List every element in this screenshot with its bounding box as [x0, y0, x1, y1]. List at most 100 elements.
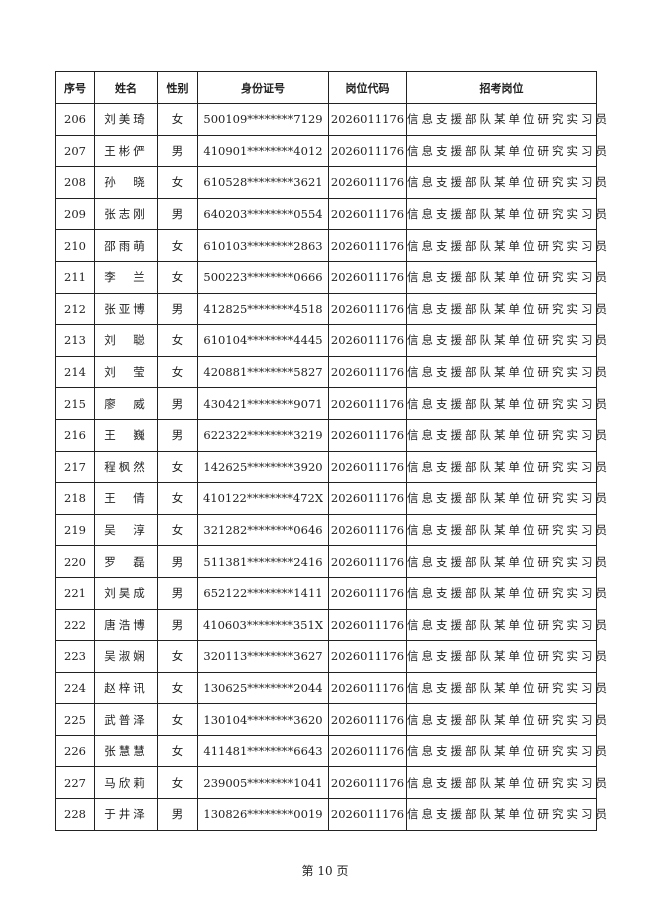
col-post-cell: 信息支援部队某单位研究实习员	[406, 703, 607, 736]
col-post-cell: 信息支援部队某单位研究实习员	[406, 418, 607, 452]
col-post-cell: 信息支援部队某单位研究实习员	[406, 387, 607, 420]
col-post-cell: 信息支援部队某单位研究实习员	[406, 355, 607, 389]
col-gender-cell: 男	[157, 418, 198, 452]
col-gender-cell: 男	[157, 292, 198, 326]
header-col-id-number: 身份证号	[197, 71, 329, 104]
col-post-code-cell: 2026011176	[328, 292, 407, 326]
col-name-cell: 刘 莹	[94, 355, 158, 389]
col-name-cell: 王彬俨	[94, 134, 158, 168]
col-gender-cell: 男	[157, 798, 198, 831]
col-id-number-cell: 130826********0019	[197, 798, 329, 831]
col-id-number-cell: 652122********1411	[197, 576, 329, 610]
table-row: 215 廖 威男 430421********9071 2026011176 信息支援部…	[55, 387, 607, 420]
col-name-cell: 赵梓讯	[94, 671, 158, 705]
col-gender-cell: 男	[157, 197, 198, 231]
col-id-number-cell: 320113********3627	[197, 640, 329, 673]
col-post-cell: 信息支援部队某单位研究实习员	[406, 545, 607, 578]
table-row: 206 刘美琦女 500109********7129 2026011176 信息支援部…	[55, 103, 607, 136]
col-post-code-cell: 2026011176	[328, 766, 407, 800]
header-col-post: 招考岗位	[406, 71, 597, 104]
col-id-number-cell: 239005********1041	[197, 766, 329, 800]
col-post-code-cell: 2026011176	[328, 734, 407, 768]
col-index-cell: 213	[55, 324, 95, 357]
col-name-cell: 罗 磊	[94, 545, 158, 578]
table-row: 214 刘 莹女 420881********5827 2026011176 信息支援部…	[55, 355, 607, 389]
col-gender-cell: 女	[157, 103, 198, 136]
table-row: 210 邵雨萌女 610103********2863 2026011176 信息支援部…	[55, 229, 607, 262]
col-id-number-cell: 410901********4012	[197, 134, 329, 168]
col-post-cell: 信息支援部队某单位研究实习员	[406, 134, 607, 168]
col-index-cell: 220	[55, 545, 95, 578]
col-id-number-cell: 412825********4518	[197, 292, 329, 326]
table-row: 225 武普泽女 130104********3620 2026011176 信息支援部…	[55, 703, 607, 736]
col-post-code-cell: 2026011176	[328, 418, 407, 452]
col-post-cell: 信息支援部队某单位研究实习员	[406, 640, 607, 673]
col-name-cell: 刘 聪	[94, 324, 158, 357]
col-post-cell: 信息支援部队某单位研究实习员	[406, 734, 607, 768]
col-id-number-cell: 430421********9071	[197, 387, 329, 420]
table-row: 222 唐浩博男 410603********351X 2026011176 信息支援部…	[55, 608, 607, 642]
col-post-code-cell: 2026011176	[328, 671, 407, 705]
col-post-code-cell: 2026011176	[328, 608, 407, 642]
col-post-cell: 信息支援部队某单位研究实习员	[406, 671, 607, 705]
page-number: 第 10 页	[301, 864, 349, 878]
col-post-code-cell: 2026011176	[328, 703, 407, 736]
col-gender-cell: 女	[157, 355, 198, 389]
col-post-code-cell: 2026011176	[328, 640, 407, 673]
col-gender-cell: 男	[157, 545, 198, 578]
candidate-table: 序号 姓名 性别 身份证号 岗位代码 招考岗位 206 刘美琦女 500109********…	[55, 71, 607, 831]
table-row: 220 罗 磊男 511381********2416 2026011176 信息支援部…	[55, 545, 607, 578]
col-post-code-cell: 2026011176	[328, 134, 407, 168]
col-name-cell: 程枫然	[94, 450, 158, 484]
col-index-cell: 218	[55, 482, 95, 515]
col-index-cell: 217	[55, 450, 95, 484]
col-id-number-cell: 130625********2044	[197, 671, 329, 705]
col-name-cell: 马欣莉	[94, 766, 158, 800]
col-post-code-cell: 2026011176	[328, 355, 407, 389]
table-row: 211 李 兰女 500223********0666 2026011176 信息支援部…	[55, 260, 607, 294]
table-row: 228 于井泽男 130826********0019 2026011176 信息支援部…	[55, 798, 607, 831]
table-row: 207 王彬俨男 410901********4012 2026011176 信息支援部…	[55, 134, 607, 168]
col-gender-cell: 女	[157, 734, 198, 768]
col-post-code-cell: 2026011176	[328, 229, 407, 262]
col-id-number-cell: 640203********0554	[197, 197, 329, 231]
col-name-cell: 李 兰	[94, 260, 158, 294]
col-post-code-cell: 2026011176	[328, 197, 407, 231]
col-index-cell: 219	[55, 513, 95, 547]
col-post-code-cell: 2026011176	[328, 545, 407, 578]
table-row: 226 张慧慧女 411481********6643 2026011176 信息支援部…	[55, 734, 607, 768]
col-name-cell: 刘昊成	[94, 576, 158, 610]
col-index-cell: 215	[55, 387, 95, 420]
col-gender-cell: 男	[157, 134, 198, 168]
col-name-cell: 张慧慧	[94, 734, 158, 768]
col-index-cell: 216	[55, 418, 95, 452]
col-post-cell: 信息支援部队某单位研究实习员	[406, 260, 607, 294]
header-col-post-code: 岗位代码	[328, 71, 407, 104]
col-post-code-cell: 2026011176	[328, 387, 407, 420]
col-name-cell: 廖 威	[94, 387, 158, 420]
table-row: 221 刘昊成男 652122********1411 2026011176 信息支援部…	[55, 576, 607, 610]
col-post-code-cell: 2026011176	[328, 513, 407, 547]
table-row: 212 张亚博男 412825********4518 2026011176 信息支援部…	[55, 292, 607, 326]
col-post-code-cell: 2026011176	[328, 450, 407, 484]
table-row: 219 吴 淳女 321282********0646 2026011176 信息支援部…	[55, 513, 607, 547]
col-name-cell: 邵雨萌	[94, 229, 158, 262]
col-index-cell: 210	[55, 229, 95, 262]
col-name-cell: 吴淑娴	[94, 640, 158, 673]
col-name-cell: 于井泽	[94, 798, 158, 831]
col-post-cell: 信息支援部队某单位研究实习员	[406, 482, 607, 515]
col-index-cell: 221	[55, 576, 95, 610]
col-gender-cell: 男	[157, 608, 198, 642]
col-id-number-cell: 142625********3920	[197, 450, 329, 484]
col-index-cell: 225	[55, 703, 95, 736]
col-id-number-cell: 500109********7129	[197, 103, 329, 136]
col-name-cell: 刘美琦	[94, 103, 158, 136]
col-gender-cell: 女	[157, 640, 198, 673]
col-name-cell: 王 巍	[94, 418, 158, 452]
col-id-number-cell: 622322********3219	[197, 418, 329, 452]
col-post-code-cell: 2026011176	[328, 798, 407, 831]
col-id-number-cell: 610528********3621	[197, 166, 329, 199]
col-id-number-cell: 500223********0666	[197, 260, 329, 294]
col-post-code-cell: 2026011176	[328, 103, 407, 136]
col-name-cell: 张志刚	[94, 197, 158, 231]
